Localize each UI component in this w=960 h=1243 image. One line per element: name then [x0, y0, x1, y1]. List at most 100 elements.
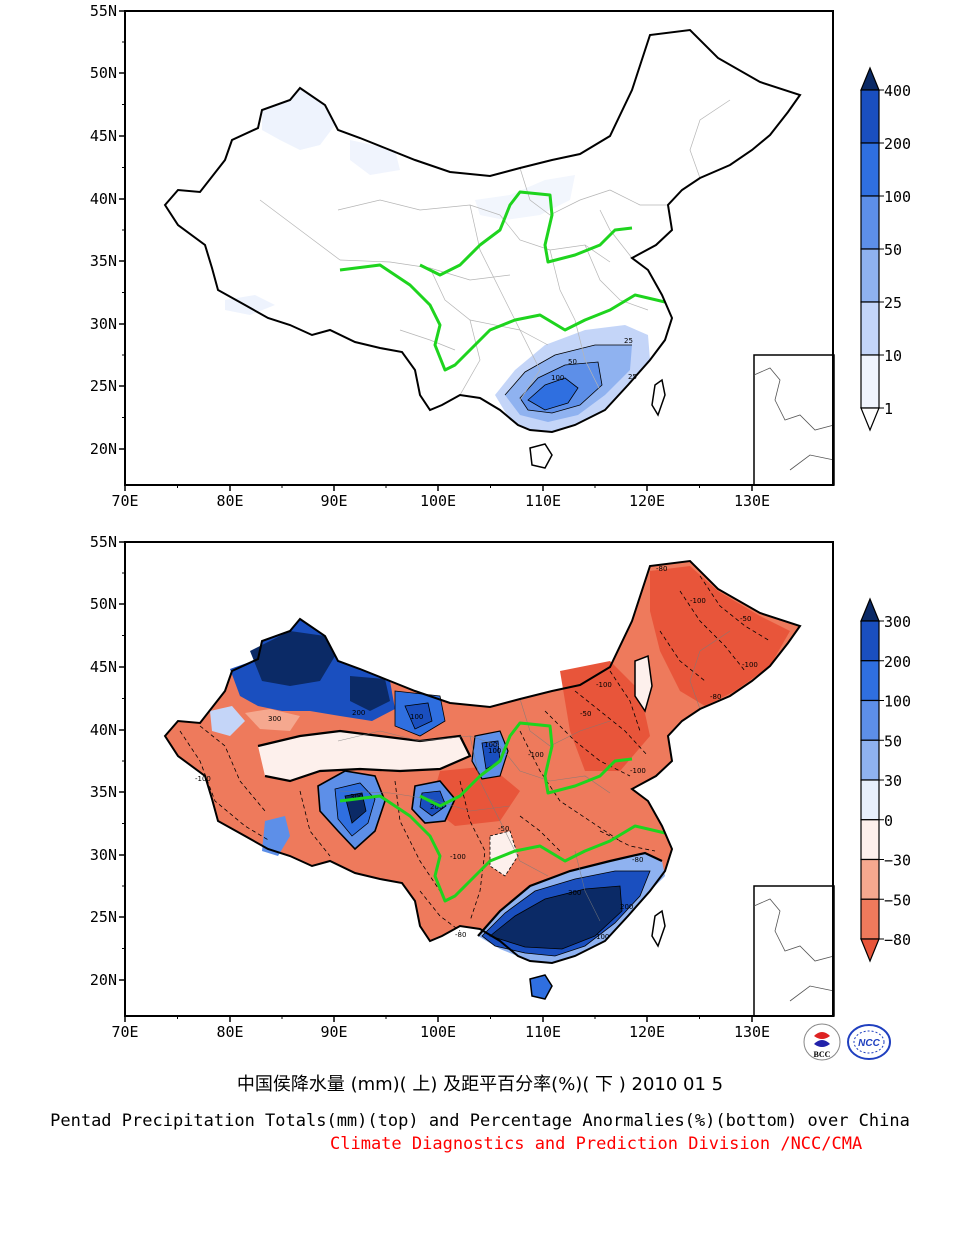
- contour-label: -100: [195, 775, 211, 783]
- colorbar-segment: [860, 195, 880, 250]
- colorbar-label: −50: [884, 891, 911, 909]
- rivers: [339, 721, 666, 903]
- contour-label: 300: [350, 793, 363, 801]
- colorbar-label: 300: [884, 613, 911, 631]
- colorbar-label: 400: [884, 82, 911, 100]
- contour-label: -80: [710, 693, 721, 701]
- top-map: 25 50 100 25: [124, 10, 835, 486]
- top-map-frame: [124, 10, 834, 486]
- lat-tick-label: 20N: [90, 971, 117, 989]
- colorbar-label: 50: [884, 732, 902, 750]
- svg-text:BCC: BCC: [814, 1050, 831, 1059]
- lat-tick-label: 45N: [90, 127, 117, 145]
- south-china-sea-inset: [753, 354, 835, 486]
- colorbar-top-arrow: [860, 597, 880, 622]
- colorbar-segment: [860, 301, 880, 356]
- contour-label: -80: [656, 565, 667, 573]
- caption-chinese: 中国侯降水量 (mm)( 上) 及距平百分率(%)( 下 ) 2010 01 5: [236, 1074, 724, 1095]
- contour-label: -80: [455, 931, 466, 939]
- colorbar-top-arrow: [860, 66, 880, 91]
- caption-english: Pentad Precipitation Totals(mm)(top) and…: [50, 1111, 910, 1131]
- contour-label: 100: [596, 933, 609, 941]
- lon-tick-label: 130E: [734, 492, 770, 510]
- hainan-island: [529, 974, 553, 1000]
- anomaly-area-80: [560, 661, 650, 771]
- south-china-sea-inset: [753, 885, 835, 1017]
- colorbar-label: −30: [884, 852, 911, 870]
- colorbar-segment: [860, 89, 880, 144]
- colorbar-label: 25: [884, 294, 902, 312]
- negative-contours: [179, 575, 771, 932]
- lat-tick-label: 35N: [90, 783, 117, 801]
- anomaly-area-0: [258, 731, 470, 781]
- contour-label: -100: [596, 681, 612, 689]
- lon-tick-label: 90E: [320, 492, 347, 510]
- lon-tick-label: 70E: [111, 1023, 138, 1041]
- lat-tick-label: 30N: [90, 315, 117, 333]
- hainan-island: [529, 443, 553, 469]
- contour-label: 200: [430, 803, 443, 811]
- colorbar-segment: [860, 248, 880, 303]
- caption-organization: Climate Diagnostics and Prediction Divis…: [330, 1134, 863, 1154]
- colorbar-segment: [860, 858, 880, 900]
- colorbar-segment: [860, 739, 880, 781]
- lon-tick-label: 110E: [525, 492, 561, 510]
- contour-label: -100: [630, 767, 646, 775]
- lat-tick-label: 40N: [90, 190, 117, 208]
- colorbar-bottom-arrow: [860, 407, 880, 432]
- rivers: [339, 190, 666, 372]
- anomaly-area-80: [650, 566, 790, 706]
- ncc-logo: NCC: [846, 1022, 891, 1062]
- contour-label: -100: [690, 597, 706, 605]
- lon-tick-label: 80E: [216, 1023, 243, 1041]
- lat-tick-label: 25N: [90, 377, 117, 395]
- colorbar-segment: [860, 660, 880, 702]
- contour-label: 100: [488, 747, 501, 755]
- bottom-map: -80 -100 -50 -100 300 200 100 -100 -80 -…: [124, 541, 835, 1017]
- lat-tick-label: 35N: [90, 252, 117, 270]
- lon-tick-label: 100E: [420, 1023, 456, 1041]
- colorbar-label: 200: [884, 135, 911, 153]
- colorbar-label: 0: [884, 812, 893, 830]
- contour-label: 100: [484, 741, 497, 749]
- contour-label: -80: [632, 856, 643, 864]
- lat-tick-label: 20N: [90, 440, 117, 458]
- bcc-logo: BCC: [802, 1022, 842, 1062]
- lat-tick-label: 55N: [90, 2, 117, 20]
- lat-tick-label: 55N: [90, 533, 117, 551]
- colorbar-label: 1: [884, 400, 893, 418]
- colorbar-segment: [860, 819, 880, 861]
- top-colorbar: 400 200 100 50 25 10 1: [860, 66, 911, 432]
- contour-label: -50: [740, 615, 751, 623]
- lon-tick-label: 130E: [734, 1023, 770, 1041]
- contour-label: -50: [580, 710, 591, 718]
- province-borders: [259, 99, 731, 401]
- contour-label: 300: [568, 889, 581, 897]
- lat-tick-label: 40N: [90, 721, 117, 739]
- lon-tick-label: 110E: [525, 1023, 561, 1041]
- lat-tick-label: 50N: [90, 595, 117, 613]
- colorbar-segment: [860, 898, 880, 940]
- colorbar-label: −80: [884, 931, 911, 949]
- colorbar-segment: [860, 779, 880, 821]
- anomaly-area-300: [250, 631, 335, 686]
- lon-tick-label: 70E: [111, 492, 138, 510]
- top-map-axes: 55N 50N 45N 40N 35N 30N 25N 20N 70E 80E 90E 100E 110…: [90, 2, 770, 510]
- lat-tick-label: 25N: [90, 908, 117, 926]
- lon-tick-label: 120E: [629, 1023, 665, 1041]
- anomaly-area-300: [489, 885, 623, 950]
- province-borders: [337, 630, 731, 922]
- colorbar-segment: [860, 699, 880, 741]
- colorbar-segment: [860, 142, 880, 197]
- contour-label: 25: [628, 373, 637, 381]
- anomaly-area-50: [262, 816, 290, 856]
- lat-tick-label: 30N: [90, 846, 117, 864]
- lat-tick-label: 45N: [90, 658, 117, 676]
- contour-label: 300: [268, 715, 281, 723]
- contour-label: 25: [624, 337, 633, 345]
- contour-label: -100: [450, 853, 466, 861]
- svg-text:NCC: NCC: [858, 1038, 880, 1049]
- contour-label: 50: [568, 358, 577, 366]
- anomaly-area-30: [245, 709, 300, 731]
- colorbar-bottom-arrow: [860, 938, 880, 963]
